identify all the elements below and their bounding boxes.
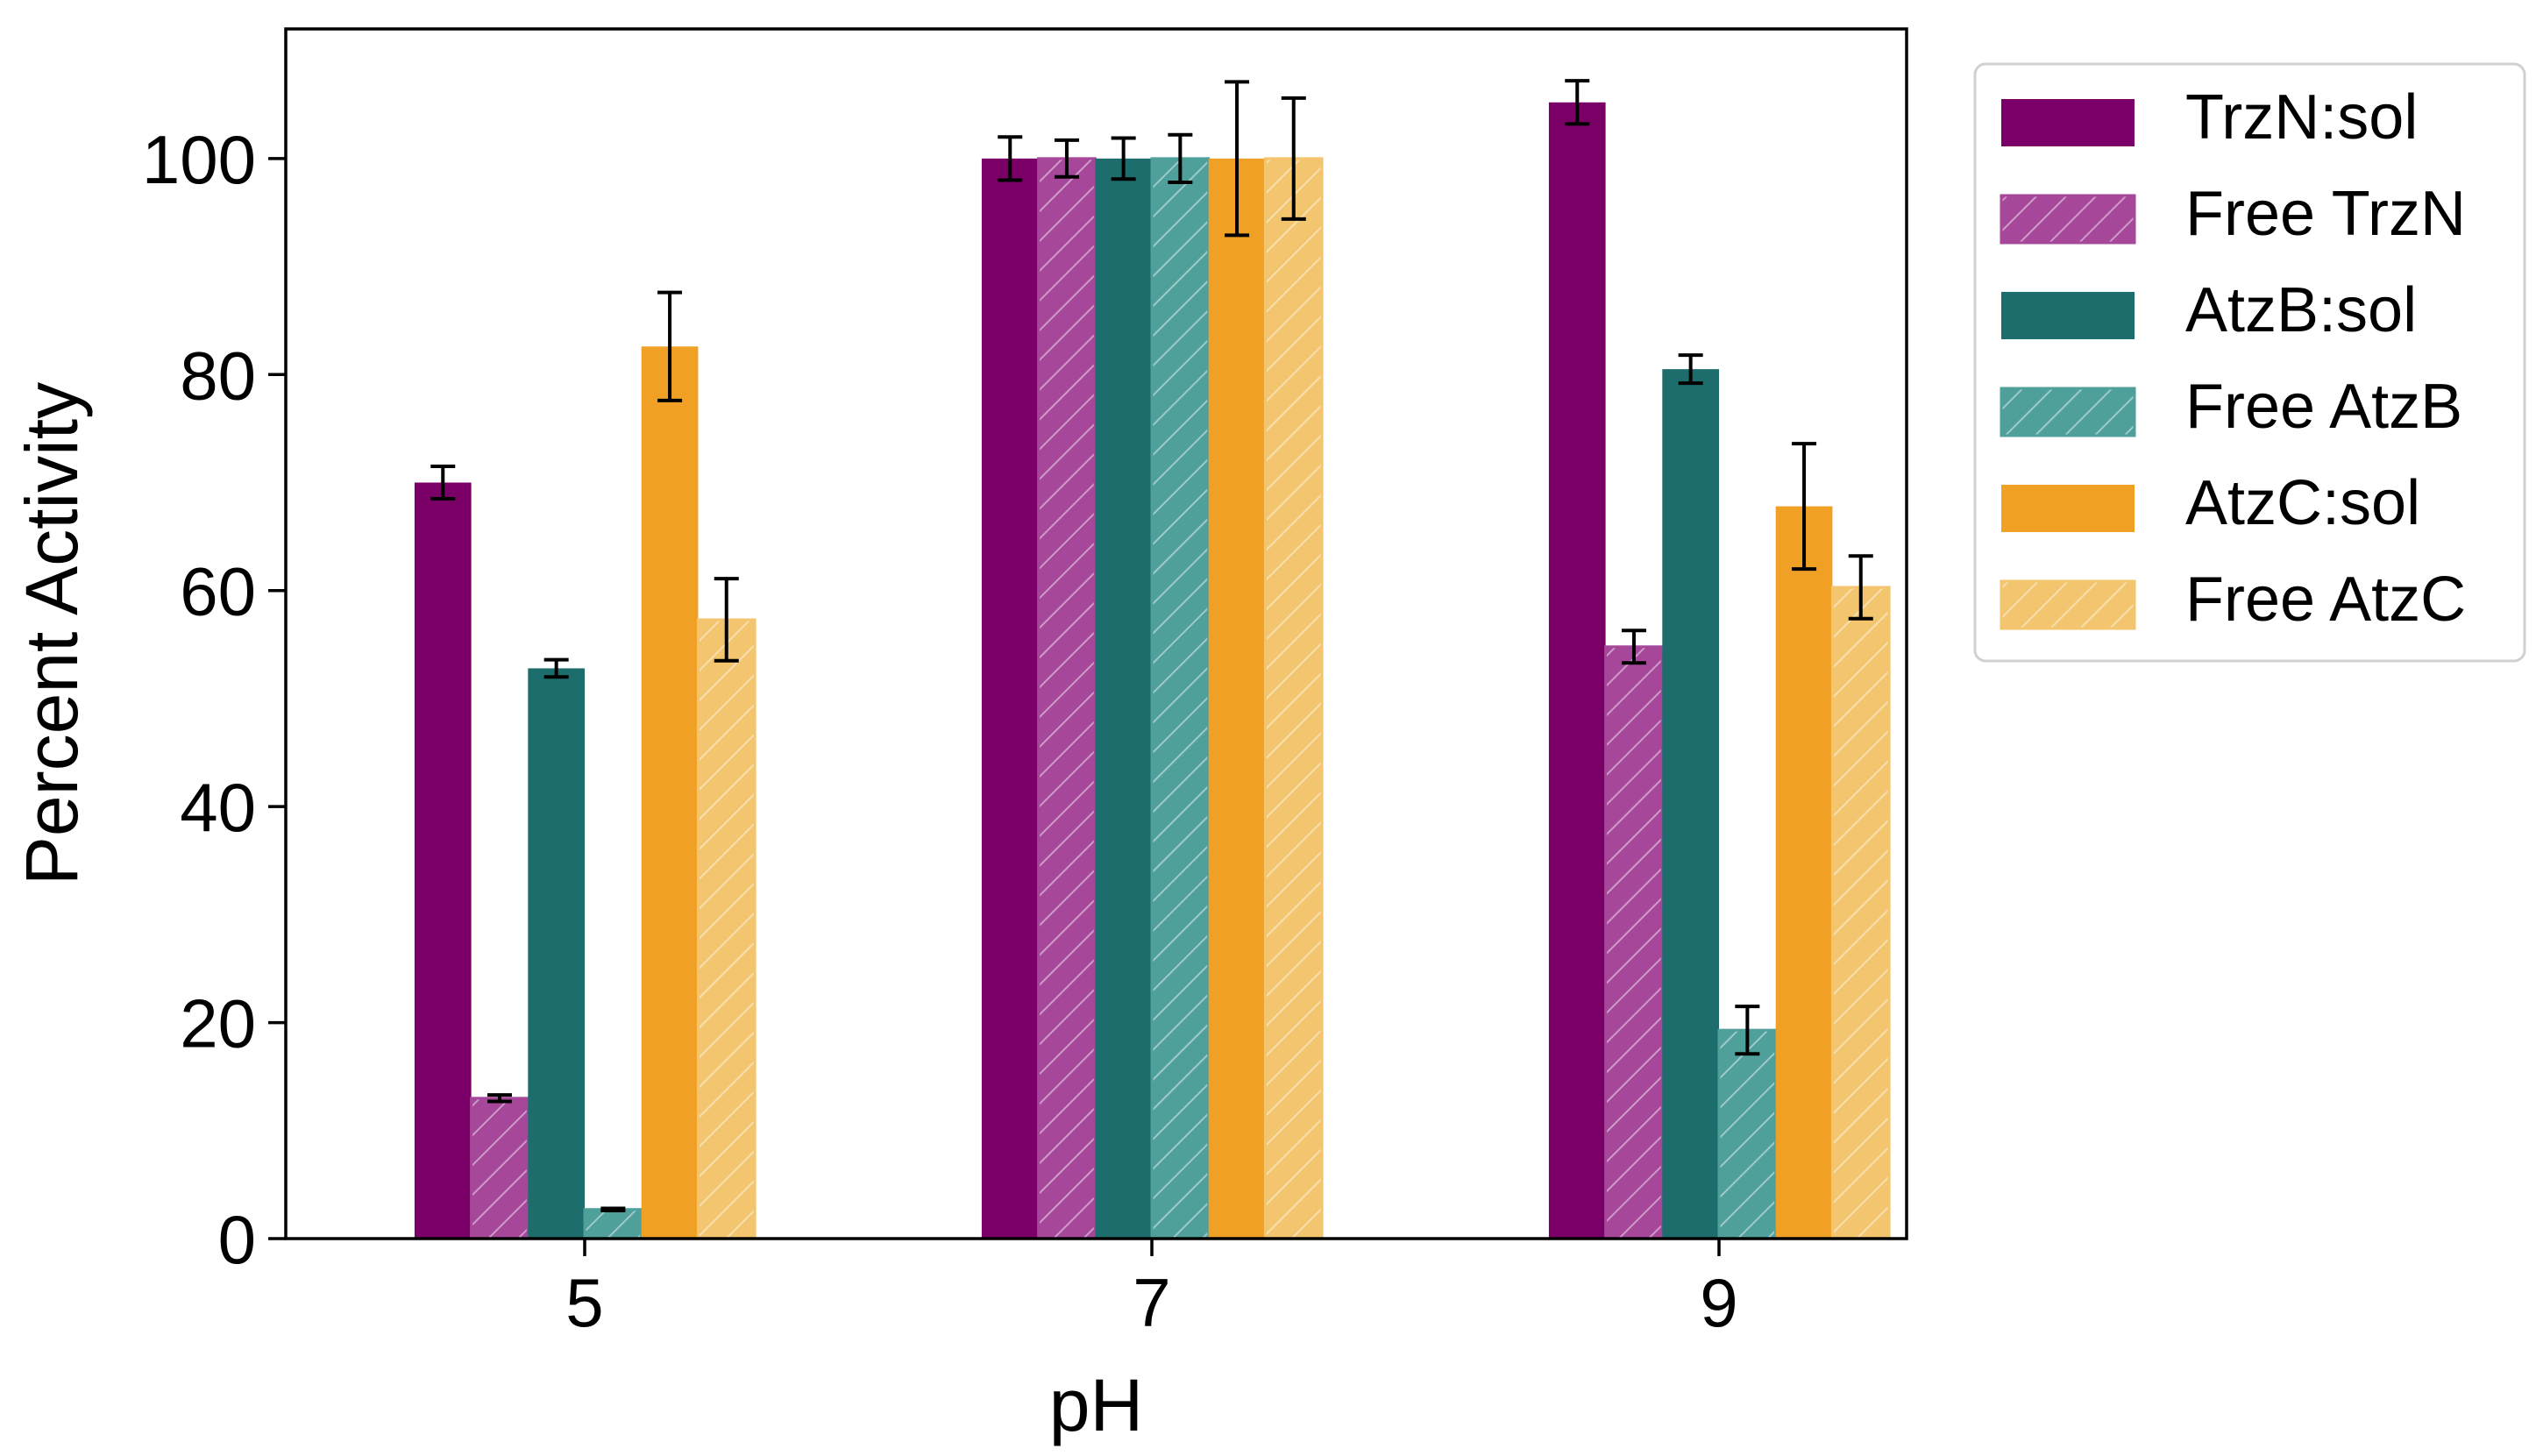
plot-frame bbox=[284, 27, 1908, 1240]
error-bar bbox=[1111, 136, 1136, 181]
x-tick-label: 7 bbox=[1133, 1264, 1170, 1341]
bar-free-trzn-ph7 bbox=[1037, 157, 1097, 1240]
error-bar bbox=[1565, 79, 1590, 126]
legend: TrzN:sol Free TrzN AtzB:sol Free AtzB AtzC:s… bbox=[1973, 62, 2526, 663]
legend-swatch bbox=[2001, 485, 2135, 532]
legend-swatch bbox=[2001, 292, 2135, 339]
error-bar bbox=[1225, 80, 1250, 238]
legend-label: AtzC:sol bbox=[2185, 468, 2420, 538]
error-bar bbox=[998, 135, 1023, 182]
error-bar bbox=[1168, 132, 1193, 184]
error-bar bbox=[430, 465, 456, 501]
y-tick-label: 100 bbox=[142, 121, 256, 198]
x-tick-label: 5 bbox=[565, 1264, 603, 1341]
bar-free-atzb-ph5 bbox=[583, 1208, 643, 1240]
legend-swatch bbox=[2001, 99, 2135, 146]
bar-free-atzc-ph5 bbox=[696, 618, 757, 1240]
error-bar bbox=[1281, 96, 1306, 221]
error-bar bbox=[1621, 629, 1646, 665]
bar-atzb-sol-ph9 bbox=[1662, 369, 1719, 1239]
bar-atzc-sol-ph9 bbox=[1775, 506, 1833, 1239]
bar-atzc-sol-ph5 bbox=[641, 346, 699, 1239]
error-bar bbox=[1678, 353, 1703, 386]
bar-free-trzn-ph5 bbox=[470, 1097, 529, 1240]
legend-swatch bbox=[2000, 579, 2136, 630]
error-bar bbox=[487, 1093, 512, 1104]
legend-label: Free TrzN bbox=[2185, 179, 2466, 249]
legend-swatch bbox=[2000, 387, 2136, 437]
bar-free-atzb-ph9 bbox=[1717, 1028, 1778, 1240]
legend-label: Free AtzC bbox=[2185, 565, 2466, 635]
bar-free-trzn-ph9 bbox=[1604, 645, 1664, 1240]
y-tick-label: 0 bbox=[218, 1201, 256, 1278]
legend-label: AtzB:sol bbox=[2185, 275, 2417, 345]
bar-atzb-sol-ph7 bbox=[1095, 158, 1152, 1239]
legend-label: Free AtzB bbox=[2185, 372, 2462, 442]
bar-trzn-sol-ph5 bbox=[414, 482, 472, 1239]
error-bar bbox=[1054, 138, 1079, 179]
error-bar bbox=[1735, 1005, 1760, 1056]
error-bar bbox=[600, 1206, 626, 1212]
error-bar bbox=[657, 290, 683, 402]
y-tick-label: 60 bbox=[180, 553, 256, 630]
x-tick-label: 9 bbox=[1700, 1264, 1737, 1341]
error-bar bbox=[1792, 442, 1817, 572]
error-bar bbox=[543, 657, 569, 679]
axes: 0 20 40 60 80 100 5 7 9 bbox=[142, 27, 1908, 1341]
x-axis-label: pH bbox=[1049, 1364, 1143, 1446]
bar-trzn-sol-ph7 bbox=[981, 158, 1039, 1239]
error-bar bbox=[1848, 554, 1873, 621]
bar-free-atzb-ph7 bbox=[1150, 157, 1211, 1240]
bar-free-atzc-ph9 bbox=[1830, 586, 1891, 1240]
bar-trzn-sol-ph9 bbox=[1548, 102, 1606, 1239]
plot-area bbox=[414, 79, 1891, 1240]
y-tick-label: 20 bbox=[180, 985, 256, 1062]
legend-label: TrzN:sol bbox=[2185, 82, 2418, 153]
y-tick-label: 40 bbox=[180, 769, 256, 846]
bar-atzc-sol-ph7 bbox=[1208, 158, 1266, 1239]
bar-free-atzc-ph7 bbox=[1263, 157, 1324, 1240]
legend-swatch bbox=[2000, 194, 2136, 245]
y-axis-label: Percent Activity bbox=[11, 382, 93, 885]
error-bar bbox=[714, 577, 739, 663]
y-tick-label: 80 bbox=[180, 337, 256, 414]
bar-atzb-sol-ph5 bbox=[528, 668, 585, 1239]
